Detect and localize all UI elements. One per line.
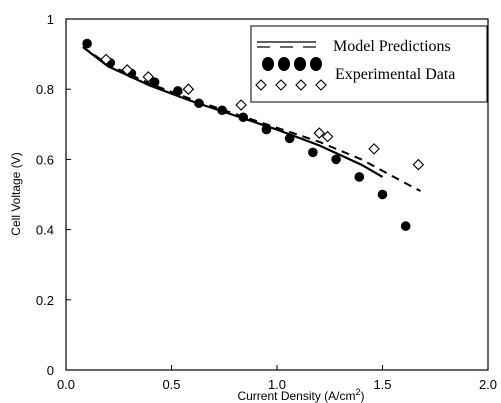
data-point-filled [194, 98, 204, 109]
data-point-filled [400, 221, 411, 231]
y-tick-label: 0.2 [36, 293, 54, 308]
legend-filled-markers [262, 57, 322, 71]
data-point-open [368, 143, 380, 155]
x-axis-label-main: Current Density (A/cm [237, 389, 355, 403]
data-point-filled [377, 189, 388, 200]
data-point-filled [331, 154, 341, 165]
model-line-dashed [82, 46, 421, 192]
data-point-filled [238, 112, 249, 123]
data-point-open [321, 130, 334, 143]
data-point-filled [261, 124, 272, 135]
x-tick-label: 0.0 [57, 377, 75, 392]
legend: Model Predictions Experimental Data [250, 25, 488, 103]
data-point-open [313, 127, 325, 139]
x-tick-label: 0.5 [162, 377, 180, 392]
legend-model-label: Model Predictions [333, 38, 451, 55]
model-line-solid [82, 46, 384, 178]
data-point-filled [284, 133, 295, 144]
legend-box [250, 25, 488, 103]
data-point-filled [82, 38, 92, 49]
y-tick-label: 1 [47, 12, 54, 27]
axis-ticks: 0.0 0.5 1.0 1.5 2.0 0 0.2 0.4 0.6 0.8 1 [36, 12, 497, 392]
data-point-open [121, 64, 133, 76]
plot-marks [82, 38, 425, 231]
y-tick-label: 0 [47, 363, 54, 378]
data-point-filled [217, 105, 227, 116]
data-point-open [142, 71, 155, 83]
legend-experimental-label: Experimental Data [335, 66, 455, 83]
data-point-open [182, 83, 195, 95]
data-point-filled [173, 86, 183, 96]
x-tick-label: 2.0 [479, 377, 497, 392]
legend-model-swatch [257, 41, 316, 48]
x-axis-label-sup: 2 [356, 387, 361, 397]
data-point-filled [354, 172, 365, 182]
y-tick-label: 0.8 [36, 82, 54, 97]
y-tick-label: 0.6 [36, 152, 54, 167]
y-tick-label: 0.4 [36, 223, 54, 238]
legend-open-markers [255, 79, 327, 91]
x-axis-label: Current Density (A/cm2) [237, 387, 364, 403]
data-point-filled [149, 77, 160, 87]
x-axis-label-close: ) [361, 389, 365, 403]
x-tick-label: 1.5 [373, 377, 391, 392]
y-axis-label: Cell Voltage (V) [9, 152, 23, 235]
data-point-open [100, 53, 112, 66]
data-point-filled [308, 147, 318, 158]
x-tick-label: 1.0 [268, 377, 286, 392]
data-point-open [412, 158, 425, 171]
data-point-open [235, 99, 247, 111]
